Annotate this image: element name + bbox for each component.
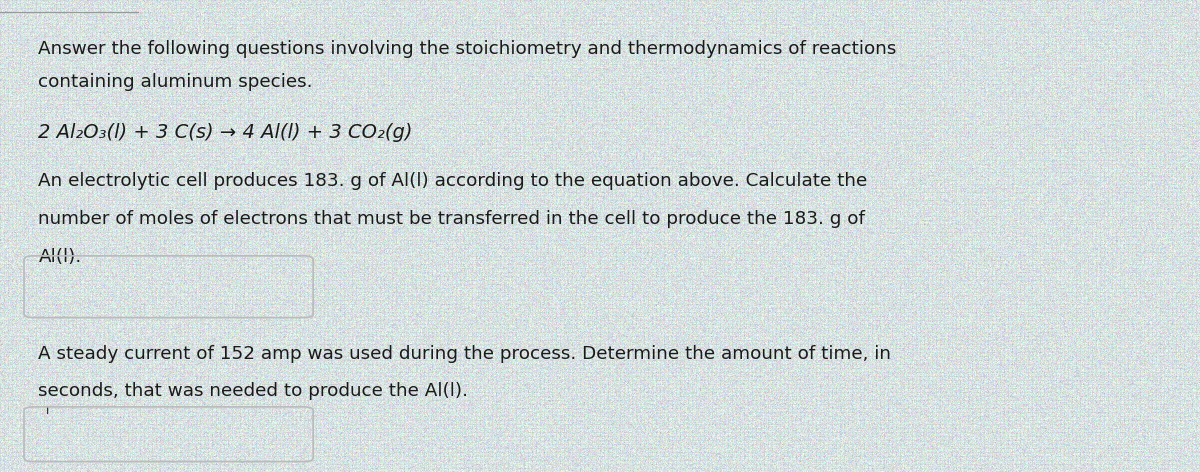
- Text: containing aluminum species.: containing aluminum species.: [38, 73, 313, 91]
- Text: Al(l).: Al(l).: [38, 248, 82, 266]
- Text: An electrolytic cell produces 183. g of Al(l) according to the equation above. C: An electrolytic cell produces 183. g of …: [38, 172, 868, 190]
- Text: number of moles of electrons that must be transferred in the cell to produce the: number of moles of electrons that must b…: [38, 210, 865, 228]
- Text: Answer the following questions involving the stoichiometry and thermodynamics of: Answer the following questions involving…: [38, 40, 896, 58]
- Text: A steady current of 152 amp was used during the process. Determine the amount of: A steady current of 152 amp was used dur…: [38, 345, 892, 362]
- Text: 2 Al₂O₃(l) + 3 C(s) → 4 Al(l) + 3 CO₂(g): 2 Al₂O₃(l) + 3 C(s) → 4 Al(l) + 3 CO₂(g): [38, 123, 413, 142]
- Text: I: I: [46, 406, 49, 416]
- Text: seconds, that was needed to produce the Al(l).: seconds, that was needed to produce the …: [38, 382, 468, 400]
